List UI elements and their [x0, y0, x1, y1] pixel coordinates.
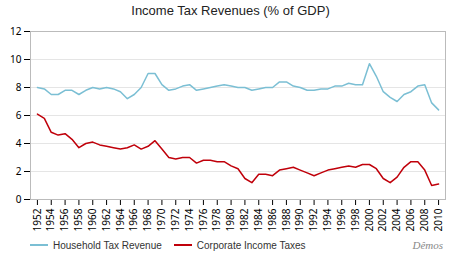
svg-text:1972: 1972 [168, 208, 182, 231]
svg-text:2: 2 [16, 164, 22, 178]
svg-text:1996: 1996 [334, 208, 348, 231]
svg-text:10: 10 [10, 52, 22, 66]
svg-text:1968: 1968 [140, 208, 154, 231]
html-text:Dêmos: Dêmos [412, 239, 443, 251]
svg-text:1998: 1998 [348, 208, 362, 231]
svg-text:2006: 2006 [403, 208, 417, 231]
svg-text:2010: 2010 [431, 208, 445, 231]
html-text:Household Tax Revenue: Household Tax Revenue [53, 239, 162, 251]
svg-text:1954: 1954 [43, 208, 57, 231]
svg-text:2000: 2000 [362, 208, 376, 231]
svg-text:0: 0 [16, 192, 22, 206]
svg-text:1988: 1988 [279, 208, 293, 231]
svg-text:4: 4 [16, 136, 22, 150]
svg-text:1994: 1994 [320, 208, 334, 231]
svg-text:1976: 1976 [196, 208, 210, 231]
svg-text:1982: 1982 [237, 208, 251, 231]
svg-text:1952: 1952 [30, 208, 44, 231]
html-text:Income Tax Revenues (% of GDP): Income Tax Revenues (% of GDP) [131, 3, 330, 18]
svg-text:1970: 1970 [154, 208, 168, 231]
html-text:Corporate Income Taxes: Corporate Income Taxes [196, 239, 306, 251]
svg-text:1992: 1992 [306, 208, 320, 231]
svg-text:2008: 2008 [417, 208, 431, 231]
svg-text:1974: 1974 [182, 208, 196, 231]
svg-text:1978: 1978 [209, 208, 223, 231]
svg-text:1990: 1990 [292, 208, 306, 231]
svg-text:6: 6 [16, 108, 22, 122]
svg-text:1956: 1956 [57, 208, 71, 231]
svg-text:1958: 1958 [71, 208, 85, 231]
svg-text:1986: 1986 [265, 208, 279, 231]
svg-text:1980: 1980 [223, 208, 237, 231]
svg-text:1984: 1984 [251, 208, 265, 231]
svg-text:8: 8 [16, 80, 22, 94]
svg-text:1960: 1960 [85, 208, 99, 231]
svg-text:1962: 1962 [99, 208, 113, 231]
svg-text:1964: 1964 [113, 208, 127, 231]
svg-text:12: 12 [10, 24, 22, 38]
svg-text:2002: 2002 [375, 208, 389, 231]
svg-text:1966: 1966 [126, 208, 140, 231]
svg-text:2004: 2004 [389, 208, 403, 231]
